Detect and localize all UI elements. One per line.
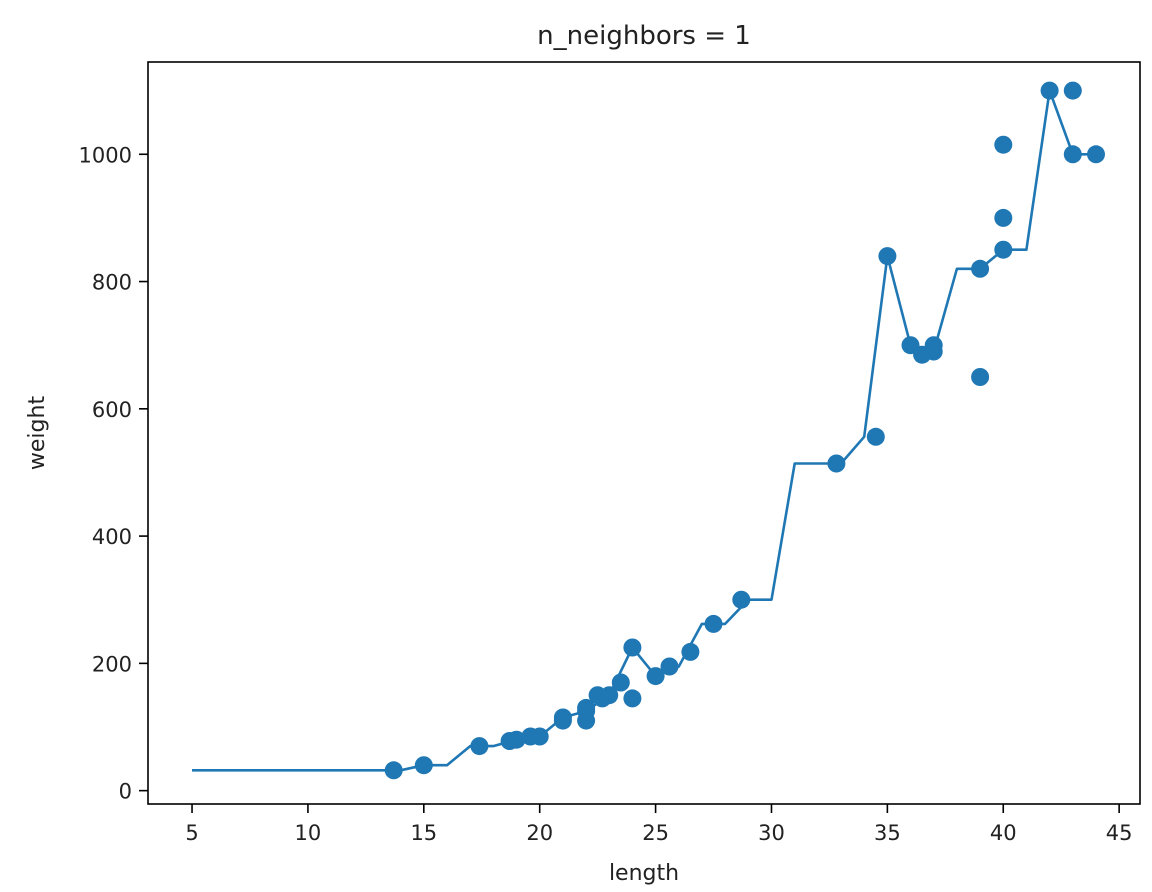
data-point — [827, 454, 846, 473]
y-tick-label: 1000 — [79, 143, 132, 167]
x-tick-label: 30 — [758, 821, 785, 845]
x-tick-label: 20 — [526, 821, 553, 845]
data-point — [507, 730, 526, 749]
y-tick-label: 400 — [92, 525, 132, 549]
plot-area — [147, 61, 1141, 805]
x-ticks: 5 10 15 20 25 30 35 40 45 — [185, 804, 1133, 845]
data-point — [878, 247, 897, 266]
y-tick-label: 800 — [92, 271, 132, 295]
y-tick-label: 600 — [92, 398, 132, 422]
data-point — [530, 727, 549, 746]
y-tick-label: 0 — [119, 780, 132, 804]
x-tick-label: 5 — [185, 821, 198, 845]
data-point — [866, 427, 885, 446]
data-point — [553, 708, 572, 727]
data-point — [924, 342, 943, 361]
x-tick-label: 10 — [295, 821, 322, 845]
x-tick-label: 35 — [874, 821, 901, 845]
data-point — [623, 638, 642, 657]
y-axis-label: weight — [25, 396, 50, 471]
data-point — [732, 590, 751, 609]
scatter-points — [384, 81, 1105, 780]
data-point — [414, 756, 433, 775]
data-point — [600, 686, 619, 705]
data-point — [704, 614, 723, 633]
chart-title: n_neighbors = 1 — [537, 21, 751, 51]
x-tick-label: 25 — [642, 821, 669, 845]
data-point — [1040, 81, 1059, 100]
x-axis-label: length — [609, 861, 679, 886]
data-point — [971, 259, 990, 278]
data-point — [623, 689, 642, 708]
data-point — [994, 240, 1013, 259]
data-point — [994, 135, 1013, 154]
data-point — [994, 208, 1013, 227]
data-point — [971, 368, 990, 386]
data-point — [646, 667, 665, 686]
y-ticks: 0 200 400 600 800 1000 — [79, 143, 148, 804]
data-point — [681, 642, 700, 661]
data-point — [660, 657, 679, 676]
y-tick-label: 200 — [92, 652, 132, 676]
data-point — [1063, 81, 1082, 100]
data-point — [611, 673, 630, 692]
x-tick-label: 40 — [990, 821, 1017, 845]
data-point — [470, 737, 489, 756]
x-tick-label: 15 — [410, 821, 437, 845]
data-point — [577, 702, 596, 721]
x-tick-label: 45 — [1106, 821, 1133, 845]
data-point — [1063, 145, 1082, 164]
data-point — [1087, 145, 1105, 164]
data-point — [384, 761, 403, 780]
